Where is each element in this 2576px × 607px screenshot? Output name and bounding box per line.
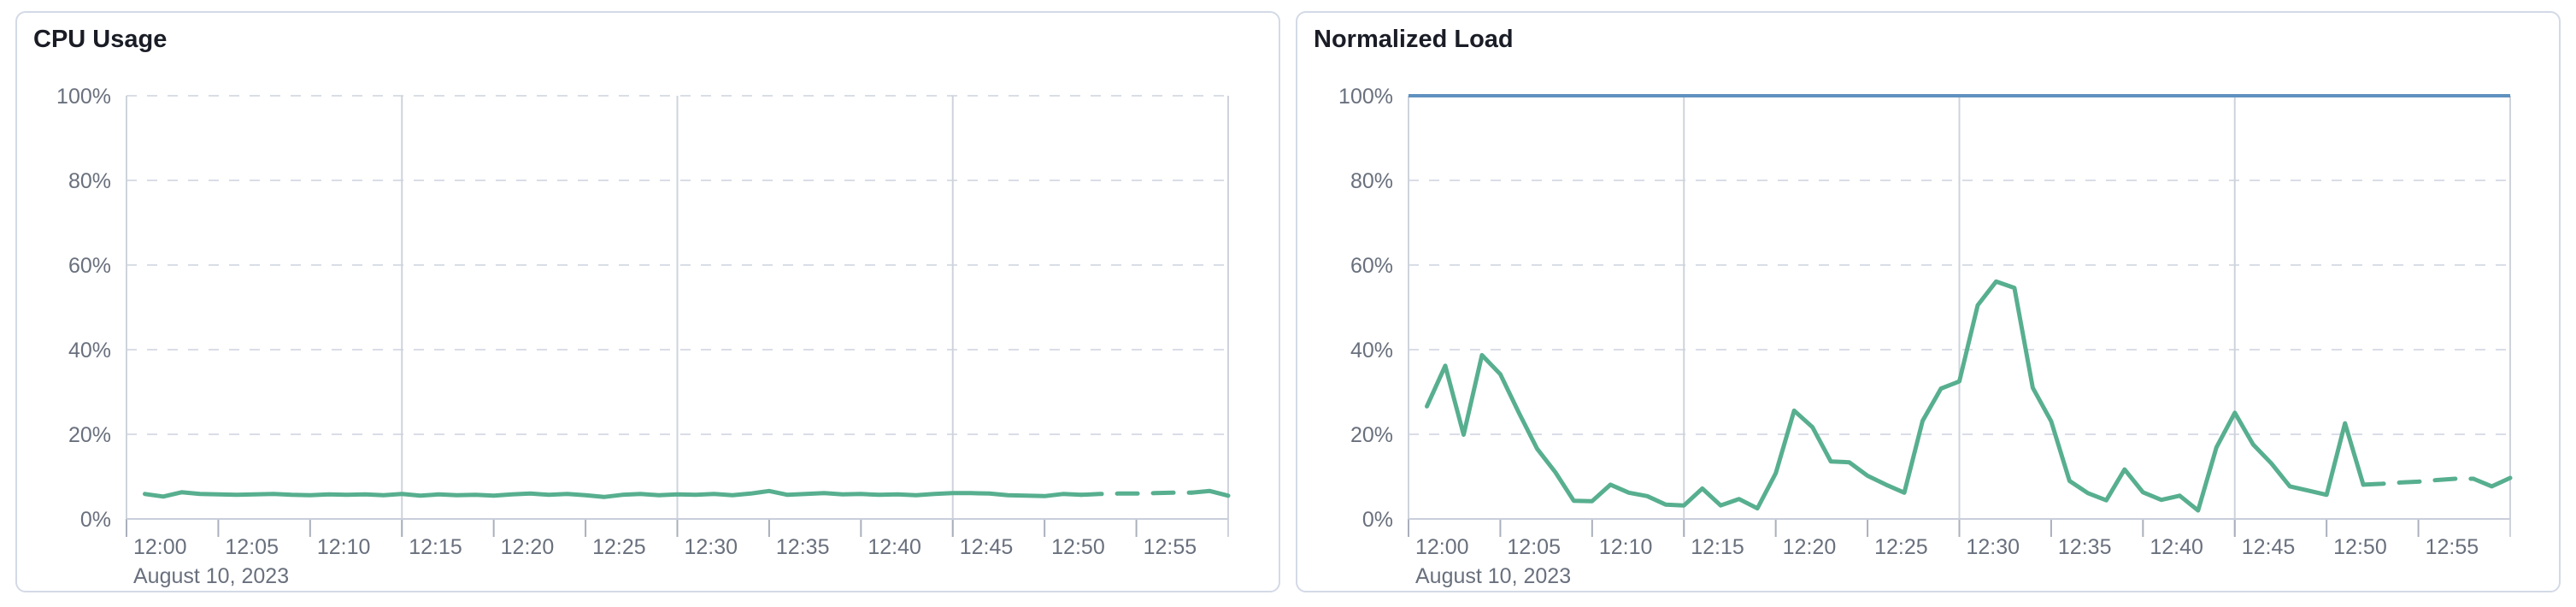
normalized-load-plot-area[interactable] — [1409, 96, 2510, 519]
chart-title-cpu-usage: CPU Usage — [33, 26, 168, 53]
chart-title-normalized-load: Normalized Load — [1314, 26, 1514, 53]
cpu-usage-plot-area[interactable] — [126, 96, 1228, 519]
